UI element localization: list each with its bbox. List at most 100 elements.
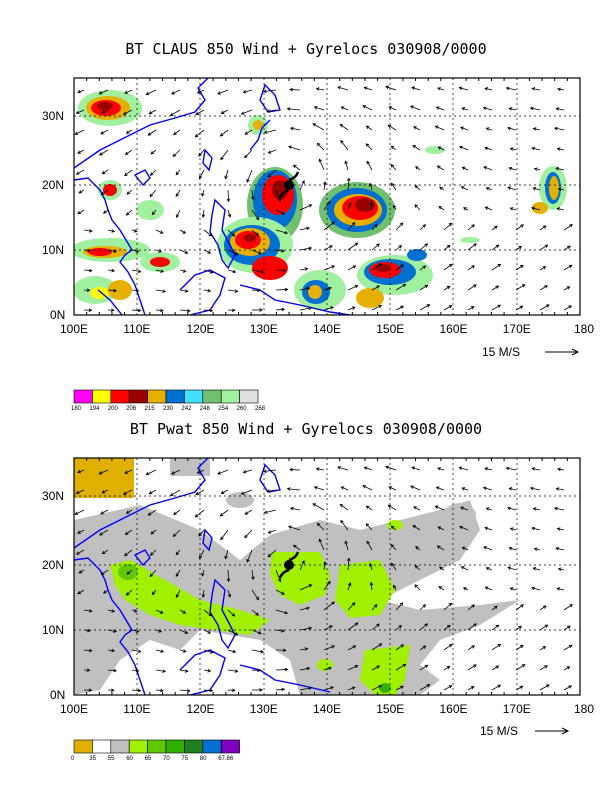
wind-vector-head: [87, 248, 91, 253]
wind-vector: [515, 224, 524, 231]
wind-vector-head: [448, 685, 453, 689]
wind-vector-head: [171, 91, 175, 95]
wind-vector-head: [426, 684, 431, 688]
wind-vector-head: [246, 178, 250, 183]
wind-vector: [76, 109, 85, 114]
wind-vector: [533, 128, 541, 131]
wind-vector: [530, 487, 541, 491]
wind-vector-head: [147, 512, 152, 516]
wind-vector-head: [366, 160, 370, 165]
wind-vector-head: [351, 686, 356, 690]
wind-vector-head: [313, 486, 318, 490]
wind-vector: [78, 189, 85, 194]
wind-vector-head: [182, 230, 187, 234]
wind-vector-head: [529, 106, 534, 111]
wind-vector-head: [351, 602, 356, 606]
wind-vector-head: [330, 686, 334, 690]
wind-vector: [179, 669, 188, 672]
wind-vector: [107, 649, 115, 652]
wind-vector-head: [257, 288, 261, 293]
wind-vector-head: [470, 686, 475, 690]
wind-vector-head: [88, 688, 93, 692]
wind-vector: [83, 629, 91, 632]
wind-vector: [225, 169, 229, 179]
wind-vector-head: [217, 91, 222, 95]
lat-label: 20N: [42, 558, 65, 572]
wind-vector: [563, 245, 571, 251]
wind-vector: [275, 569, 281, 582]
wind-vector: [251, 669, 261, 671]
wind-vector: [395, 685, 404, 691]
wind-vector-head: [482, 106, 487, 111]
wind-vector-head: [424, 664, 429, 669]
wind-vector: [443, 685, 452, 691]
wind-vector-head: [555, 107, 560, 111]
wind-vector-head: [329, 245, 333, 249]
colorbar-swatch: [220, 389, 240, 404]
wind-vector-head: [288, 145, 292, 149]
wind-vector-head: [461, 107, 466, 111]
wind-vector-head: [446, 665, 451, 670]
map-frame: [73, 457, 581, 696]
wind-vector: [299, 607, 310, 611]
wind-vector-head: [387, 504, 392, 509]
wind-vector-head: [301, 180, 305, 184]
wind-vector-head: [518, 245, 522, 250]
wind-vector-head: [414, 584, 418, 588]
wind-vector-head: [286, 487, 291, 491]
wind-vector: [437, 165, 445, 171]
wind-vector: [244, 129, 253, 135]
wind-vector: [227, 649, 236, 653]
wind-vector: [395, 222, 404, 231]
wind-vector: [195, 129, 205, 138]
wind-vector-head: [100, 191, 105, 196]
wind-vector: [563, 224, 573, 231]
wind-vector: [410, 105, 421, 111]
wind-vector: [557, 207, 565, 211]
colorbar-label: 242: [181, 406, 192, 412]
wind-vector: [563, 625, 571, 631]
wind-vector-head: [220, 156, 224, 161]
wind-vector-head: [378, 643, 383, 647]
wind-vector: [415, 546, 421, 551]
wind-vector: [288, 526, 301, 531]
wind-vector-head: [284, 610, 289, 615]
wind-vector-head: [346, 177, 351, 182]
lon-label: 180: [574, 322, 595, 336]
wind-vector-head: [244, 131, 249, 135]
wind-vector: [388, 504, 397, 511]
wind-vector: [179, 649, 186, 653]
wind-vector-head: [376, 285, 381, 289]
wind-vector-head: [422, 604, 427, 608]
wind-vector: [251, 209, 259, 220]
wind-vector-head: [208, 612, 213, 617]
wind-vector: [179, 629, 188, 634]
wind-vector: [179, 249, 188, 254]
wind-vector-head: [175, 573, 179, 577]
wind-vector: [124, 549, 133, 556]
wind-vector: [323, 581, 331, 591]
wind-vector: [486, 507, 493, 511]
wind-vector: [299, 287, 310, 291]
wind-vector: [483, 107, 493, 111]
lon-label: 170E: [502, 702, 531, 716]
wind-vector-head: [201, 192, 205, 197]
wind-vector-head: [260, 649, 265, 654]
wind-vector-head: [137, 688, 142, 693]
wind-vector-head: [460, 566, 465, 570]
wind-vector-head: [369, 562, 373, 567]
wind-vector: [173, 129, 181, 135]
wind-vector: [126, 569, 133, 575]
wind-vector: [530, 107, 541, 111]
wind-vector-head: [304, 647, 309, 651]
wind-vector: [197, 89, 205, 94]
wind-vector: [179, 689, 190, 692]
cloud-fields: [74, 90, 567, 310]
wind-vector: [155, 249, 162, 253]
wind-vector-head: [399, 222, 404, 226]
wind-vector: [107, 229, 115, 232]
wind-vector: [557, 88, 565, 91]
wind-vector-head: [509, 207, 514, 211]
wind-vector: [443, 305, 452, 311]
lat-label: 0N: [50, 688, 66, 702]
